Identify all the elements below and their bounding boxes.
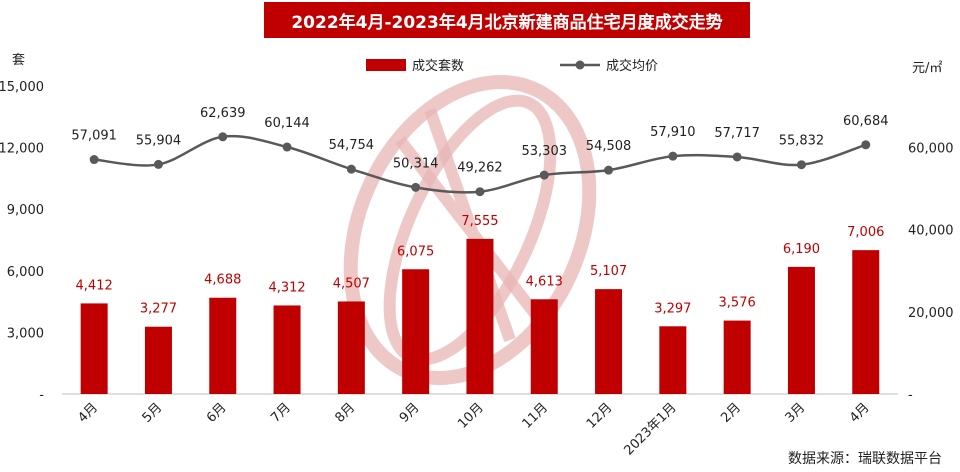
bar-value-label: 6,190 [783,242,820,257]
right-axis-tick-label: 40,000 [908,224,954,239]
line-point [604,165,614,175]
left-axis-tick-label: 3,000 [7,326,44,341]
x-axis-tick-label: 4月 [847,400,873,426]
bar [723,320,751,394]
watermark-stroke [395,108,545,342]
bar [337,301,365,394]
line-value-label: 54,754 [329,138,375,153]
bar [402,269,430,394]
x-axis-tick-label: 12月 [584,400,615,431]
x-axis-tick-label: 11月 [520,400,551,431]
x-axis-tick-label: 6月 [204,400,230,426]
bar-value-label: 7,006 [847,225,884,240]
line-value-label: 54,508 [586,139,632,154]
line-value-label: 49,262 [457,161,503,176]
bar [852,250,880,394]
x-axis-tick-label: 3月 [783,400,809,426]
x-axis-tick-label: 9月 [397,400,423,426]
data-source: 数据来源：瑞联数据平台 [788,451,942,467]
line-point [346,164,356,174]
line-point [861,140,871,150]
legend-bar-label: 成交套数 [412,58,464,74]
x-axis-tick-label: 2月 [718,400,744,426]
bar-value-label: 3,576 [719,296,756,311]
bar [659,326,687,394]
left-axis-tick-label: 15,000 [0,80,44,95]
bar-value-label: 3,277 [140,302,177,317]
left-axis-tick-label: 12,000 [0,142,44,157]
bar-value-label: 5,107 [590,264,627,279]
bar [530,299,558,394]
legend-line-marker [575,60,585,70]
line-point [89,155,99,165]
line-point [732,152,742,162]
x-axis-tick-label: 5月 [140,400,166,426]
legend-bar-swatch [366,59,406,71]
x-axis-tick-label: 8月 [333,400,359,426]
right-axis-unit: 元/㎡ [912,61,942,76]
line-point [411,182,421,192]
line-point [153,159,163,169]
line-point [282,142,292,152]
bar-value-label: 4,412 [76,278,113,293]
line-point [668,151,678,161]
right-axis-tick-label: 60,000 [908,142,954,157]
left-axis-tick-label: - [39,388,44,403]
line-point [218,132,228,142]
line-value-label: 57,910 [650,125,696,140]
bar [466,238,494,394]
bar-value-label: 4,312 [268,280,305,295]
line-value-label: 60,144 [264,116,310,131]
left-axis-unit: 套 [12,52,25,68]
line-value-label: 62,639 [200,106,246,121]
bar-value-label: 4,507 [333,276,370,291]
line-value-label: 60,684 [843,114,889,129]
chart-title: 2022年4月-2023年4月北京新建商品住宅月度成交走势 [264,2,750,38]
bar [595,289,623,394]
bar [144,326,172,394]
x-axis-tick-label: 10月 [455,400,486,431]
bar [787,266,815,394]
line-value-label: 57,091 [71,129,117,144]
right-axis-tick-label: 20,000 [908,306,954,321]
line-value-label: 55,904 [136,133,182,148]
left-axis-tick-label: 6,000 [7,265,44,280]
bar-value-label: 4,688 [204,273,241,288]
x-axis-tick-label: 7月 [268,400,294,426]
line-point [539,170,549,180]
line-value-label: 50,314 [393,156,439,171]
left-axis-tick-label: 9,000 [7,203,44,218]
bar-value-label: 6,075 [397,244,434,259]
x-axis-tick-label: 4月 [75,400,101,426]
bar-value-label: 7,555 [461,214,498,229]
line-value-label: 53,303 [522,144,568,159]
line-value-label: 57,717 [714,126,760,141]
legend-line-label: 成交均价 [606,58,658,74]
bar-value-label: 4,613 [526,274,563,289]
line-point [796,160,806,170]
line-point [475,187,485,197]
bar [80,303,108,394]
bar [209,297,237,394]
bar-value-label: 3,297 [654,301,691,316]
x-axis-tick-label: 2023年1月 [621,400,679,458]
right-axis-tick-label: - [908,388,913,403]
line-value-label: 55,832 [779,134,825,149]
bar [273,305,301,394]
